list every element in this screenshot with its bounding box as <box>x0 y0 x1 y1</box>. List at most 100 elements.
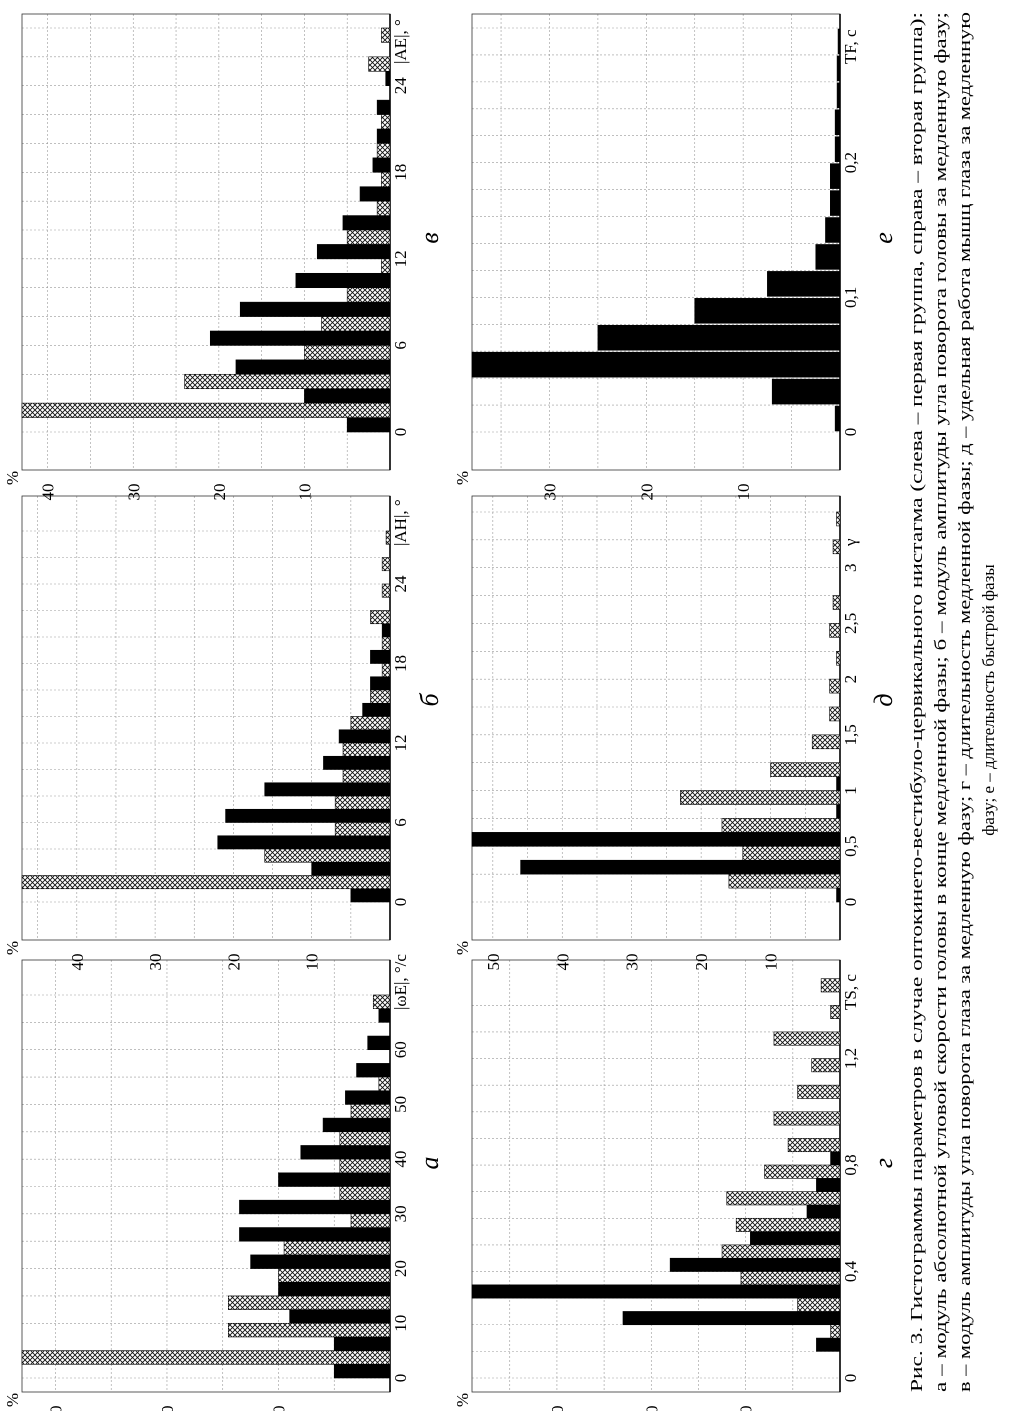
bar-group2 <box>278 1268 391 1283</box>
bar-group2 <box>350 1213 391 1228</box>
bar-group1 <box>311 861 391 876</box>
caption-line: в – модуль амплитуды угла поворота глаза… <box>955 12 974 1392</box>
bar-group1 <box>378 1008 391 1023</box>
bar-group2 <box>381 557 391 572</box>
bar-group1 <box>816 1178 841 1192</box>
x-axis-label: |ωE|, °/с <box>391 954 410 1010</box>
bar-group1 <box>346 417 391 433</box>
x-tick-label: 0,5 <box>841 836 860 857</box>
bar-group2 <box>370 610 391 625</box>
y-tick-label: 30 <box>124 484 143 501</box>
caption-line: Рис. 3. Гистограммы параметров в случае … <box>907 12 926 1392</box>
x-tick-label: 0 <box>391 428 410 437</box>
x-tick-label: 6 <box>391 341 410 350</box>
panel-letter-f: е <box>869 232 898 244</box>
bar-group1 <box>385 70 391 87</box>
x-tick-label: 0 <box>841 428 860 437</box>
bar-group2 <box>726 1191 841 1206</box>
bar-group2 <box>334 795 391 810</box>
bar-group1 <box>836 887 841 903</box>
bar-group2 <box>376 143 391 159</box>
bar-group2 <box>773 1111 841 1126</box>
chart-f: 10 20 30% 0 0,1 0,2 TF, с е <box>453 13 898 501</box>
bar-group1 <box>370 649 391 664</box>
bar-group1 <box>356 1063 391 1078</box>
bar-group1 <box>376 99 391 115</box>
x-tick-label: 0,1 <box>841 287 860 308</box>
bar-group1 <box>217 835 391 850</box>
bar-group1 <box>362 702 391 717</box>
y-tick-label: 30 <box>540 484 559 501</box>
bar-group1 <box>836 82 841 109</box>
bar-group2 <box>381 663 391 678</box>
grid-a <box>22 960 390 1392</box>
bar-group1 <box>225 808 391 823</box>
y-tick-label: 10 <box>269 1406 288 1412</box>
bar-group1 <box>830 1151 841 1166</box>
bar-group2 <box>346 287 391 303</box>
x-tick-label: 1,5 <box>841 724 860 745</box>
x-tick-label: 24 <box>391 575 410 593</box>
bar-group2 <box>820 978 841 993</box>
bar-group2 <box>735 1217 841 1232</box>
bar-group2 <box>721 1244 841 1259</box>
bar-group2 <box>740 1271 841 1286</box>
bar-group1 <box>359 186 391 202</box>
chart-c: 10 20 30 40% 0 6 12 18 24 |AE|, ° в <box>3 13 444 501</box>
bar-group1 <box>815 244 841 270</box>
bar-group1 <box>834 136 841 162</box>
chart-d: 10 20 30% 0 0,4 0,8 1,2 TS, с г <box>453 959 898 1416</box>
bar-group2 <box>385 530 391 545</box>
panel-letter-b: б <box>415 693 444 707</box>
bar-group1 <box>209 330 391 346</box>
x-tick-label: 12 <box>391 735 410 752</box>
bar-group1 <box>235 359 391 375</box>
bar-group1 <box>694 298 841 324</box>
y-tick-label: 20 <box>642 1406 661 1412</box>
x-tick-label: 0 <box>841 1374 860 1383</box>
x-tick-label: 2,5 <box>841 613 860 634</box>
x-tick-label: 6 <box>391 818 410 827</box>
x-tick-label: 0 <box>391 1374 410 1383</box>
bar-group1 <box>520 859 841 875</box>
bar-group2 <box>334 822 391 837</box>
bar-group1 <box>471 351 841 378</box>
bar-group2 <box>381 636 391 651</box>
y-tick-label: 40 <box>68 954 87 971</box>
bar-group2 <box>830 1324 841 1339</box>
bar-group2 <box>811 1058 841 1073</box>
bar-group1 <box>834 109 841 136</box>
x-tick-label: 30 <box>391 1205 410 1222</box>
x-tick-label: 1,2 <box>841 1048 860 1069</box>
x-tick-label: 0,4 <box>841 1260 860 1282</box>
bar-group2 <box>836 511 841 527</box>
y-tick-label: 50 <box>484 954 503 971</box>
bar-group1 <box>750 1231 841 1246</box>
y-tick-label: 10 <box>737 1406 756 1412</box>
bar-group2 <box>376 200 391 216</box>
bar-group1 <box>837 28 841 55</box>
bar-group2 <box>829 623 841 638</box>
y-axis-label: % <box>3 471 22 485</box>
y-tick-label: 20 <box>224 954 243 971</box>
x-tick-label: 40 <box>391 1151 410 1168</box>
y-tick-label: 30 <box>548 1406 567 1412</box>
x-tick-label: 12 <box>391 250 410 267</box>
bar-group1 <box>333 1336 391 1351</box>
bar-group1 <box>836 804 841 819</box>
y-tick-label: 30 <box>46 1406 65 1412</box>
y-tick-label: 40 <box>39 484 58 501</box>
bar-group1 <box>806 1204 841 1219</box>
bar-group1 <box>471 832 841 847</box>
x-axis-label: TS, с <box>841 974 860 1010</box>
bar-group2 <box>811 734 841 750</box>
bar-group2 <box>370 689 391 704</box>
grid-b <box>22 496 390 940</box>
bar-group1 <box>836 776 841 791</box>
bar-group2 <box>378 1076 391 1092</box>
bar-group2 <box>339 1186 391 1201</box>
y-tick-label: 10 <box>734 484 753 501</box>
x-tick-label: 18 <box>391 655 410 672</box>
x-tick-label: 3 <box>841 563 860 572</box>
